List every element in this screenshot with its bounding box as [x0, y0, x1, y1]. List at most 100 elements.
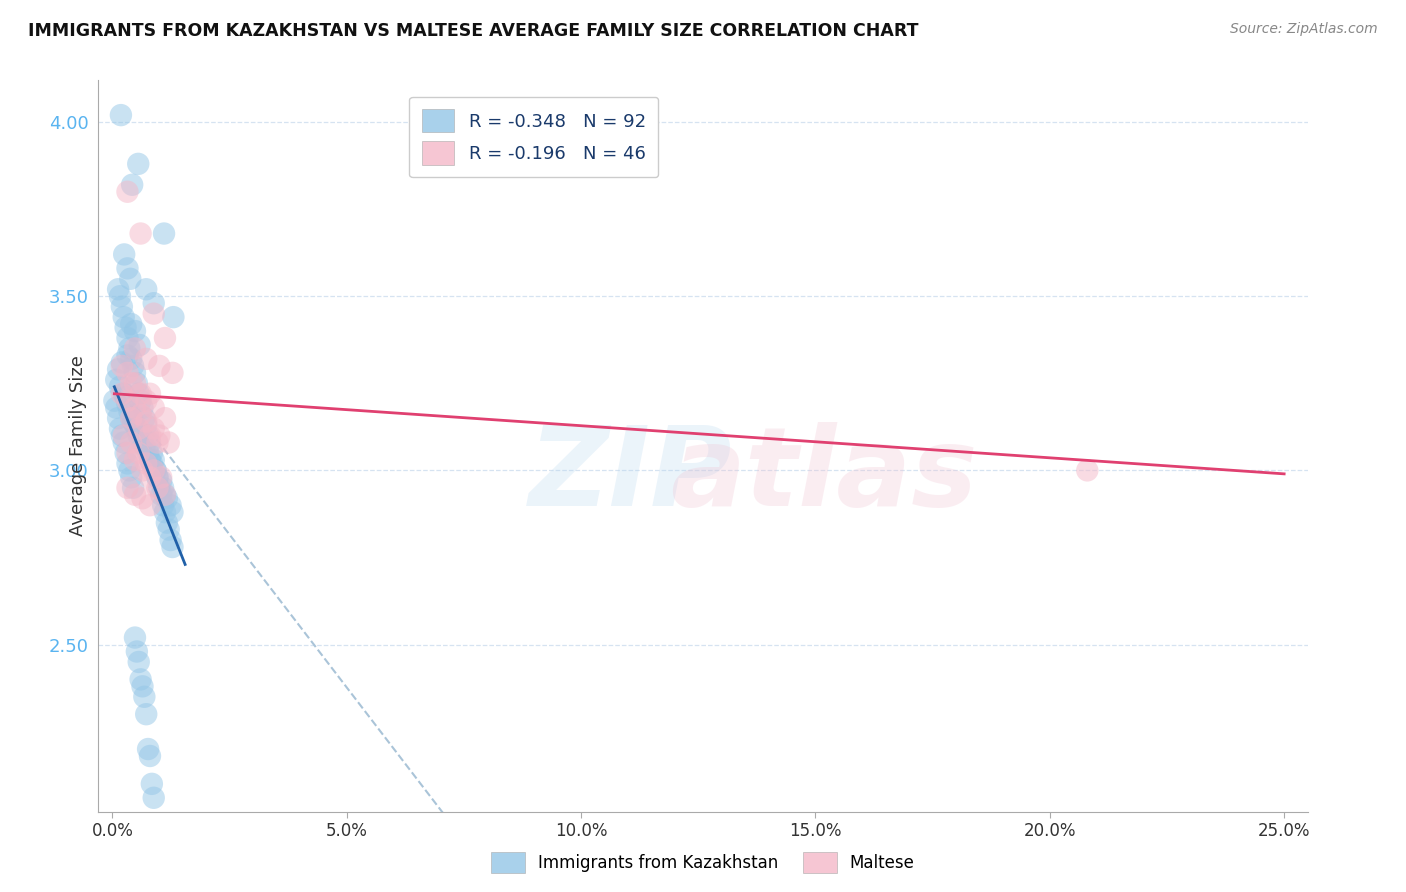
Point	[135, 393, 157, 408]
Point	[146, 470, 169, 484]
Point	[141, 446, 163, 460]
Point	[135, 707, 157, 722]
Point	[135, 457, 157, 471]
Point	[153, 488, 176, 502]
Point	[156, 491, 179, 506]
Point	[112, 428, 135, 442]
Point	[111, 386, 134, 401]
Point	[117, 457, 139, 471]
Point	[124, 376, 146, 391]
Point	[117, 393, 139, 408]
Point	[114, 390, 136, 404]
Point	[153, 227, 176, 241]
Point	[124, 418, 146, 433]
Point	[118, 404, 141, 418]
Point	[128, 386, 150, 401]
Point	[124, 342, 146, 356]
Point	[142, 296, 165, 310]
Point	[141, 457, 163, 471]
Point	[117, 348, 139, 362]
Point	[136, 742, 159, 756]
Point	[114, 320, 136, 334]
Point	[117, 366, 139, 380]
Point	[135, 282, 157, 296]
Point	[141, 777, 163, 791]
Point	[107, 411, 129, 425]
Point	[146, 481, 169, 495]
Point	[125, 644, 148, 658]
Point	[125, 376, 148, 391]
Point	[112, 435, 135, 450]
Point	[131, 491, 153, 506]
Point	[111, 355, 134, 369]
Point	[142, 790, 165, 805]
Point	[129, 408, 152, 422]
Point	[142, 401, 165, 415]
Point	[139, 435, 162, 450]
Point	[114, 446, 136, 460]
Point	[146, 435, 169, 450]
Point	[107, 362, 129, 376]
Point	[121, 178, 143, 192]
Point	[120, 470, 142, 484]
Point	[128, 428, 150, 442]
Point	[124, 366, 146, 380]
Point	[131, 679, 153, 693]
Point	[153, 488, 176, 502]
Point	[120, 411, 142, 425]
Point	[124, 453, 146, 467]
Point	[124, 324, 146, 338]
Point	[139, 749, 162, 764]
Point	[118, 342, 141, 356]
Point	[122, 481, 145, 495]
Point	[139, 428, 162, 442]
Point	[131, 435, 153, 450]
Point	[145, 463, 167, 477]
Point	[118, 463, 141, 477]
Point	[110, 108, 132, 122]
Legend: Immigrants from Kazakhstan, Maltese: Immigrants from Kazakhstan, Maltese	[485, 846, 921, 880]
Point	[150, 474, 173, 488]
Point	[122, 415, 145, 429]
Point	[136, 446, 159, 460]
Point	[124, 401, 146, 415]
Point	[111, 300, 134, 314]
Text: Source: ZipAtlas.com: Source: ZipAtlas.com	[1230, 22, 1378, 37]
Point	[128, 446, 150, 460]
Point	[139, 470, 162, 484]
Point	[120, 317, 142, 331]
Point	[162, 310, 184, 325]
Point	[142, 463, 165, 477]
Point	[153, 411, 176, 425]
Point	[112, 386, 135, 401]
Point	[142, 453, 165, 467]
Point	[120, 272, 142, 286]
Point	[117, 331, 139, 345]
Point	[139, 498, 162, 512]
Point	[111, 428, 134, 442]
Point	[129, 393, 152, 408]
Point	[150, 470, 173, 484]
Point	[162, 505, 184, 519]
Text: IMMIGRANTS FROM KAZAKHSTAN VS MALTESE AVERAGE FAMILY SIZE CORRELATION CHART: IMMIGRANTS FROM KAZAKHSTAN VS MALTESE AV…	[28, 22, 918, 40]
Point	[105, 373, 128, 387]
Point	[142, 421, 165, 435]
Point	[125, 421, 148, 435]
Point	[152, 481, 174, 495]
Point	[139, 453, 162, 467]
Point	[128, 421, 150, 435]
Point	[120, 351, 142, 366]
Point	[153, 505, 176, 519]
Point	[124, 488, 146, 502]
Point	[111, 359, 134, 373]
Point	[148, 481, 170, 495]
Point	[131, 401, 153, 415]
Point	[1076, 463, 1098, 477]
Point	[108, 380, 131, 394]
Point	[146, 470, 169, 484]
Point	[128, 655, 150, 669]
Point	[148, 359, 170, 373]
Point	[148, 428, 170, 442]
Point	[134, 411, 156, 425]
Point	[128, 338, 150, 352]
